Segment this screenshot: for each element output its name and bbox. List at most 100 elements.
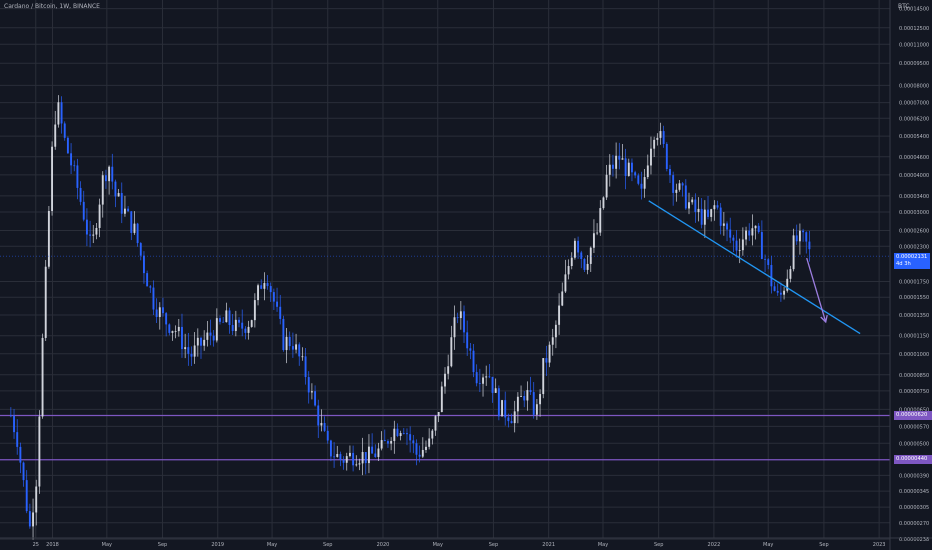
candle-body bbox=[713, 205, 716, 210]
candle-body bbox=[554, 324, 557, 338]
candle-body bbox=[722, 223, 725, 226]
candle-body bbox=[117, 193, 120, 197]
candle-body bbox=[196, 337, 199, 346]
candle-body bbox=[174, 331, 177, 332]
bar-countdown: 4d 3h bbox=[896, 261, 911, 267]
candle-body bbox=[602, 197, 605, 209]
grid-layer bbox=[0, 0, 890, 540]
candle-body bbox=[133, 223, 136, 233]
candle-body bbox=[789, 269, 792, 279]
candle-body bbox=[472, 350, 475, 373]
candle-body bbox=[672, 175, 675, 193]
candle-body bbox=[551, 337, 554, 345]
candle-body bbox=[38, 416, 41, 487]
y-tick-label: 0.00007000 bbox=[899, 101, 929, 107]
candle-body bbox=[415, 443, 418, 455]
candle-body bbox=[624, 158, 627, 176]
target-arrow-head bbox=[820, 314, 828, 324]
y-tick-label: 0.00004600 bbox=[899, 155, 929, 161]
hline-price-badge: 0.00000440 bbox=[894, 455, 932, 465]
x-tick-label: 2022 bbox=[708, 542, 721, 548]
candle-body bbox=[352, 452, 355, 466]
candle-body bbox=[764, 258, 767, 260]
x-tick-label: Sep bbox=[323, 542, 332, 548]
candle-body bbox=[650, 148, 652, 166]
candle-body bbox=[158, 307, 161, 317]
candle-body bbox=[95, 227, 98, 235]
x-tick-label: 2023 bbox=[873, 542, 886, 548]
candle-body bbox=[450, 337, 453, 367]
candle-body bbox=[310, 391, 313, 393]
candle-body bbox=[276, 301, 279, 307]
candle-body bbox=[513, 411, 516, 424]
candle-body bbox=[643, 177, 646, 189]
candle-body bbox=[98, 204, 101, 228]
candle-body bbox=[792, 235, 795, 270]
candle-body bbox=[127, 208, 130, 212]
candle-body bbox=[596, 232, 599, 234]
x-tick-label: Sep bbox=[158, 542, 167, 548]
candle-body bbox=[333, 456, 336, 458]
candle-body bbox=[225, 310, 228, 323]
y-tick-label: 0.00000500 bbox=[899, 441, 929, 447]
last-price-value: 0.00002131 bbox=[896, 254, 928, 260]
x-tick-label: May bbox=[598, 542, 608, 548]
candle-body bbox=[212, 335, 215, 341]
y-tick-label: 0.00011000 bbox=[899, 42, 929, 48]
candle-body bbox=[304, 356, 307, 378]
candle-body bbox=[421, 449, 424, 457]
candle-body bbox=[615, 155, 618, 169]
y-tick-label: 0.00000650 bbox=[899, 407, 929, 413]
candle-body bbox=[282, 318, 285, 351]
candle-body bbox=[326, 430, 329, 441]
candle-body bbox=[193, 345, 196, 357]
candle-body bbox=[418, 454, 421, 457]
candle-body bbox=[621, 158, 624, 160]
candle-body bbox=[580, 252, 583, 259]
candle-body bbox=[656, 137, 659, 140]
candle-body bbox=[206, 332, 209, 340]
candle-body bbox=[669, 168, 671, 176]
candle-body bbox=[510, 421, 513, 424]
candle-body bbox=[149, 286, 152, 288]
candle-body bbox=[301, 356, 304, 358]
candle-body bbox=[640, 183, 643, 189]
candle-body bbox=[111, 166, 114, 182]
candle-body bbox=[684, 185, 687, 209]
candle-body bbox=[396, 428, 399, 437]
candle-body bbox=[447, 366, 450, 374]
candle-body bbox=[380, 440, 383, 449]
candle-body bbox=[627, 162, 630, 176]
candle-body bbox=[646, 165, 649, 178]
candle-body bbox=[219, 318, 221, 322]
candle-body bbox=[745, 230, 747, 240]
candle-body bbox=[494, 388, 497, 393]
candle-body bbox=[92, 234, 95, 236]
y-tick-label: 0.00002600 bbox=[899, 228, 929, 234]
y-tick-label: 0.00000570 bbox=[899, 424, 929, 430]
candle-body bbox=[697, 208, 700, 213]
candle-body bbox=[263, 283, 266, 289]
candle-body bbox=[187, 347, 190, 354]
candle-body bbox=[526, 390, 529, 401]
candle-body bbox=[44, 266, 47, 338]
candle-body bbox=[168, 324, 171, 333]
y-tick-label: 0.00003000 bbox=[899, 210, 929, 216]
candle-body bbox=[241, 322, 244, 329]
candle-body bbox=[767, 259, 770, 266]
y-tick-label: 0.00009500 bbox=[899, 61, 929, 67]
y-tick-label: 0.00003400 bbox=[899, 194, 929, 200]
candle-body bbox=[688, 202, 690, 209]
candle-body bbox=[520, 396, 523, 397]
candle-body bbox=[155, 309, 158, 317]
x-tick-label: 2020 bbox=[377, 542, 390, 548]
target-arrow-shaft bbox=[806, 257, 827, 323]
candle-body bbox=[608, 164, 611, 175]
candle-body bbox=[437, 412, 440, 417]
candle-body bbox=[85, 219, 88, 235]
candle-body bbox=[539, 394, 542, 405]
candle-body bbox=[516, 396, 519, 412]
candle-body bbox=[260, 285, 263, 289]
